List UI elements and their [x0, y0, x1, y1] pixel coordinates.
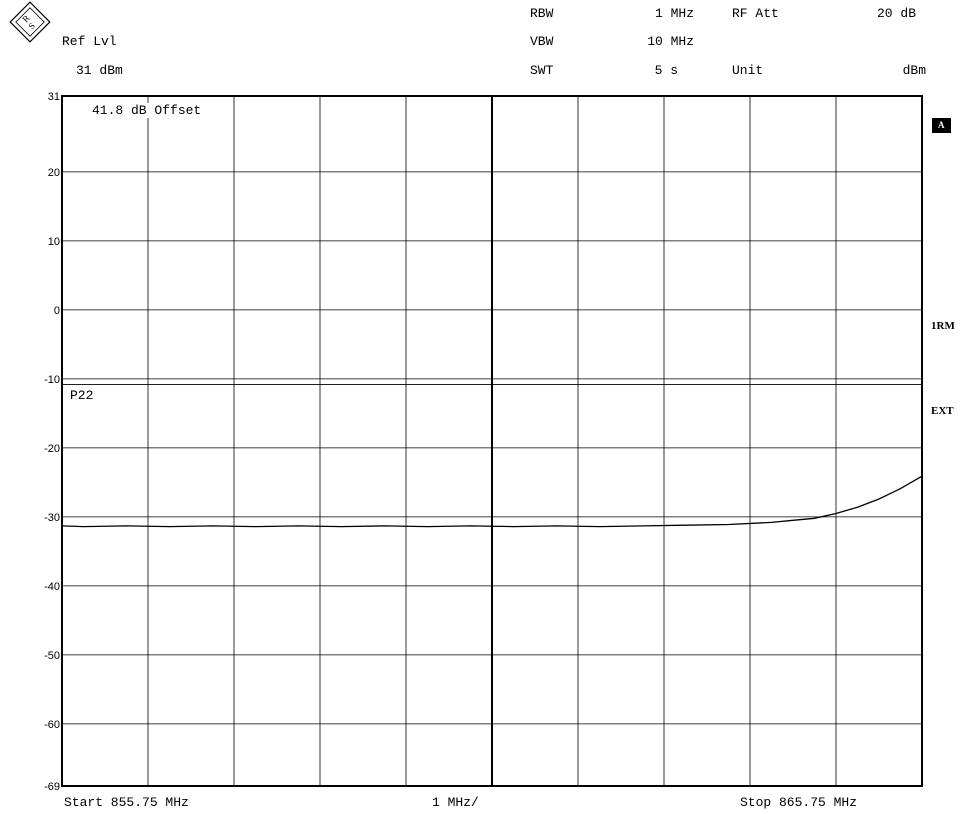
ext-label: EXT: [931, 405, 954, 417]
y-tick-label: -69: [44, 781, 60, 793]
vbw-label: VBW: [530, 34, 554, 49]
swt-value: 5 s: [654, 63, 678, 78]
svg-text:R: R: [20, 13, 31, 24]
ref-lvl-value: 31 dBm: [76, 63, 123, 78]
vbw-value: 10 MHz: [647, 34, 694, 49]
stop-frequency: Stop 865.75 MHz: [740, 795, 858, 810]
y-tick-label: 20: [48, 167, 60, 179]
rfatt-label: RF Att: [732, 6, 779, 21]
ref-lvl-label: Ref Lvl: [62, 34, 117, 49]
rfatt-value: 20 dB: [876, 6, 916, 21]
trace-a-badge: A: [932, 118, 951, 133]
trace-line: [61, 475, 923, 528]
rs-logo-icon: R S: [9, 1, 51, 43]
start-frequency: Start 855.75 MHz: [64, 795, 189, 810]
y-tick-label: 31: [48, 91, 60, 103]
y-tick-label: 10: [48, 236, 60, 248]
rm-label: 1RM: [931, 320, 955, 332]
rbw-value: 1 MHz: [654, 6, 694, 21]
y-tick-label: -10: [44, 374, 60, 386]
span-per-division: 1 MHz/: [432, 795, 479, 810]
rbw-label: RBW: [530, 6, 554, 21]
y-tick-label: -50: [44, 650, 60, 662]
y-tick-label: -60: [44, 719, 60, 731]
plot-frame: [61, 95, 923, 787]
y-tick-label: -20: [44, 443, 60, 455]
offset-annotation: 41.8 dB Offset: [90, 103, 204, 118]
swt-label: SWT: [530, 63, 554, 78]
y-tick-label: -30: [44, 512, 60, 524]
unit-label: Unit: [732, 63, 764, 78]
svg-text:S: S: [26, 21, 37, 32]
p22-label: P22: [70, 388, 94, 403]
unit-value: dBm: [902, 63, 926, 78]
y-tick-label: -40: [44, 581, 60, 593]
y-tick-label: 0: [54, 305, 60, 317]
